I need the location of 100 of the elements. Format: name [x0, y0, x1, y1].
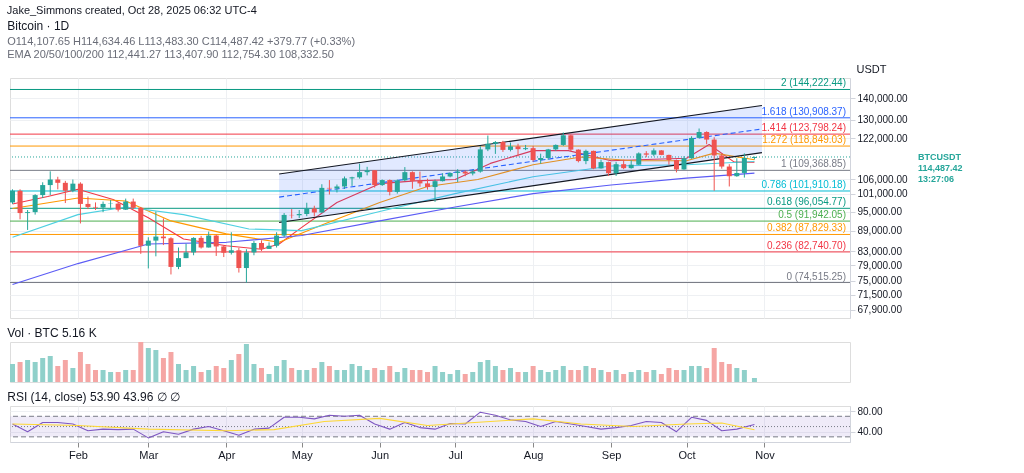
y-tick-label: 95,000.00: [857, 206, 903, 218]
bar: [93, 370, 99, 382]
candlestick: [281, 212, 287, 238]
y-tick-label: 140,000.00: [857, 92, 908, 104]
ref-line-label: 1.272 (118,849.03): [762, 134, 846, 146]
y-tick-label: 75,000.00: [857, 275, 903, 287]
bar: [123, 370, 129, 382]
bar: [168, 352, 174, 382]
bar: [198, 372, 204, 382]
candlestick: [515, 143, 521, 157]
ref-line-label: 1 (109,368.85): [780, 158, 846, 170]
chart-title: Vol · BTC 5.16 K: [7, 326, 97, 340]
bar: [658, 374, 664, 382]
candlestick: [432, 179, 438, 203]
candlestick: [100, 201, 106, 213]
bar: [55, 366, 61, 382]
bar: [409, 370, 415, 382]
bar: [485, 360, 491, 382]
bar: [424, 372, 430, 382]
bar: [741, 370, 747, 382]
candlestick: [666, 154, 672, 166]
bar: [636, 370, 642, 382]
bar: [583, 366, 589, 382]
bar: [575, 370, 581, 382]
x-tick-label: Mar: [139, 448, 159, 461]
y-tick-label: 106,000.00: [857, 174, 908, 185]
y-tick-label: 71,500.00: [857, 289, 903, 301]
x-tick-label: Nov: [755, 448, 776, 461]
bar: [402, 368, 408, 382]
bar: [696, 366, 702, 382]
candlestick: [349, 176, 355, 187]
ref-line-label: 0.786 (101,910.18): [761, 179, 846, 190]
bar: [500, 370, 506, 382]
bar: [138, 342, 144, 382]
bar: [568, 370, 574, 382]
candlestick: [25, 209, 31, 231]
line-series: [11, 172, 755, 286]
bar: [477, 362, 483, 382]
bar: [304, 370, 310, 382]
bar: [621, 374, 627, 382]
bar: [440, 372, 446, 382]
bar: [77, 352, 83, 382]
candlestick: [741, 152, 747, 179]
text: Jake_Simmons created, Oct 28, 2025 06:32 UTC-4: [6, 3, 257, 16]
bar: [545, 372, 551, 382]
bar: [515, 372, 521, 382]
bar: [243, 344, 249, 382]
bar: [334, 370, 340, 382]
bar: [130, 370, 136, 382]
bar: [734, 368, 740, 382]
bar: [357, 366, 363, 382]
bar: [236, 354, 242, 382]
ref-line-label: 0 (74,515.25): [786, 270, 846, 282]
bar: [530, 366, 536, 382]
ref-line-label: 1.414 (123,798.24): [761, 122, 846, 134]
bar: [507, 368, 513, 382]
candlestick: [145, 236, 151, 269]
bar: [349, 364, 355, 382]
chart-subtitle: O114,107.65 H114,634.46 L113,483.30 C114,487.42 +379.77 (+0.33%): [7, 35, 356, 47]
text: EMA 20/50/100/200 112,441.27 113,407.90 112,754.30 108,332.50: [7, 48, 334, 60]
bar: [145, 348, 151, 382]
bar: [432, 366, 438, 382]
bar: [160, 358, 166, 382]
bar: [108, 372, 114, 382]
bar: [560, 366, 566, 382]
line-series: [11, 417, 755, 432]
bar: [281, 360, 287, 382]
chart-title: RSI (14, close) 53.90 43.96 ∅ ∅: [7, 390, 181, 404]
x-tick-label: Jul: [448, 448, 463, 461]
bar: [10, 364, 16, 382]
bar: [221, 368, 227, 382]
bar: [251, 364, 257, 382]
candlestick: [17, 188, 23, 220]
y-tick-label: 79,000.00: [857, 259, 903, 271]
bar: [191, 366, 197, 382]
bar: [379, 370, 385, 382]
candlestick: [726, 163, 732, 187]
y-tick-label: 80.00: [857, 405, 883, 417]
bar: [100, 370, 106, 382]
ref-line-label: 1.618 (130,908.37): [761, 105, 846, 117]
x-tick-label: Jun: [371, 448, 390, 461]
bar: [711, 348, 717, 382]
candlestick: [191, 236, 197, 256]
bar: [311, 368, 317, 382]
y-tick-label: 101,000.00: [857, 188, 908, 200]
bar: [153, 350, 159, 382]
bar: [538, 370, 544, 382]
bar: [470, 372, 476, 382]
candlestick: [153, 211, 159, 257]
bar: [681, 370, 687, 382]
bar: [523, 372, 529, 382]
x-tick-label: Oct: [678, 448, 696, 461]
candlestick: [183, 243, 189, 259]
bar: [296, 370, 302, 382]
candlestick: [70, 179, 76, 193]
bar: [628, 372, 634, 382]
bar: [704, 368, 710, 382]
bar: [598, 370, 604, 382]
bar: [40, 358, 46, 382]
candlestick: [734, 157, 740, 178]
